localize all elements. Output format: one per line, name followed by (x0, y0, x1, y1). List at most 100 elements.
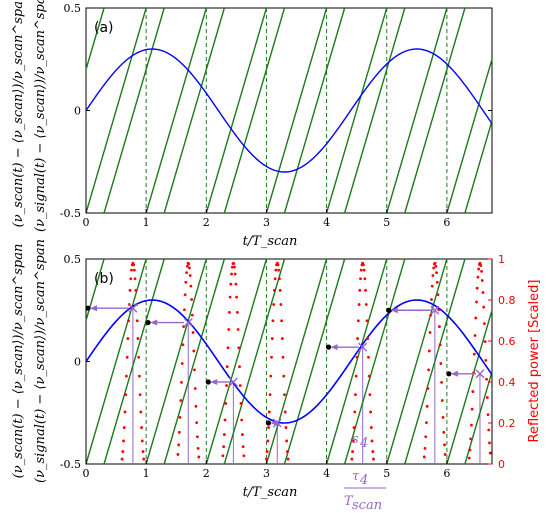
reflected-power-point (194, 404, 198, 408)
reflected-power-point (365, 319, 369, 323)
start-dot (205, 379, 211, 385)
reflected-power-point (276, 263, 280, 267)
reflected-power-point (467, 456, 471, 460)
reflected-power-point (472, 352, 476, 356)
reflected-power-point (142, 457, 146, 461)
reflected-power-point (368, 393, 372, 396)
reflected-power-point (235, 295, 239, 299)
reflected-power-point (195, 435, 199, 439)
reflected-power-point (236, 328, 240, 331)
start-dot (325, 344, 332, 350)
reflected-power-point (237, 346, 241, 350)
reflected-power-point (425, 404, 429, 408)
reflected-power-point (278, 277, 281, 281)
reflected-power-point (483, 322, 486, 326)
reflected-power-point (484, 358, 488, 362)
reflected-power-point (132, 263, 136, 267)
start-dot (265, 420, 272, 426)
panel-a-ylabel: (ν_scan(t) − ⟨ν_scan⟩)/ν_scan^span (ν_si… (11, 0, 48, 232)
reflected-power-point (486, 413, 490, 417)
reflected-power-point (227, 328, 231, 331)
x-tick-label: 5 (383, 467, 390, 480)
reflected-power-point (274, 268, 278, 272)
arrow-head (270, 420, 278, 426)
reflected-power-point (270, 337, 274, 340)
arrow-head (210, 379, 218, 385)
reflected-power-point (422, 455, 426, 459)
reflected-power-point (439, 362, 443, 365)
reflected-power-point (188, 266, 191, 270)
reflected-power-point (356, 337, 360, 340)
reflected-power-point (284, 426, 288, 429)
scan-ramp (163, 7, 226, 214)
scan-ramp (265, 258, 328, 465)
reflected-power-point (190, 298, 194, 301)
scan-ramp (446, 310, 493, 465)
scan-ramp (85, 7, 147, 214)
reflected-power-point (487, 428, 491, 432)
reflected-power-point (125, 374, 128, 378)
scan-ramp (163, 258, 226, 465)
reflected-power-point (232, 262, 236, 265)
reflected-power-point (367, 355, 370, 359)
reflected-power-point (181, 343, 185, 347)
y-tick-label: -0.5 (60, 458, 81, 471)
scan-ramp (283, 258, 346, 465)
reflected-power-point (430, 298, 433, 301)
start-dot (446, 371, 452, 377)
reflected-power-point (230, 265, 234, 269)
panel-a: 0 1 2 3 4 5 6-0.500.5 (a) (ν_scan(t) − ⟨ν_scan… (11, 0, 493, 249)
scan-ramp (404, 258, 466, 465)
intersection-marker (358, 342, 368, 352)
scan-ramp (265, 7, 328, 214)
reflected-power-point (475, 300, 478, 304)
reflected-power-point (427, 368, 431, 372)
scan-ramp (343, 7, 406, 214)
reflected-power-point (190, 313, 194, 317)
scan-ramp (343, 258, 406, 465)
reflected-power-point (470, 423, 473, 427)
reflected-power-point (183, 293, 187, 297)
reflected-power-point (225, 384, 228, 387)
scan-ramp (464, 120, 493, 214)
reflected-power-point (120, 457, 124, 461)
reflected-power-point (431, 274, 435, 277)
scan-ramp (223, 7, 286, 214)
panel-b-arrows (85, 303, 485, 428)
reflected-power-point (177, 443, 181, 447)
reflected-power-point (367, 374, 371, 378)
x-tick-label: 2 (203, 216, 210, 229)
panel-a-ylabel-line2: (ν_signal(t) − ⟨ν_scan⟩)/ν_scan^span (33, 0, 48, 232)
reflected-power-point (195, 421, 199, 424)
annotation-tau4-den: T (344, 494, 354, 509)
arrow-head (330, 344, 338, 351)
reflected-power-point (370, 439, 374, 443)
annotation-s4-main: s (352, 432, 359, 447)
reflected-power-point (180, 380, 183, 384)
reflected-power-point (124, 393, 128, 396)
start-dot (145, 319, 151, 326)
x-tick-label: 4 (323, 216, 330, 229)
reflected-power-point (437, 308, 441, 312)
scan-ramp (446, 59, 493, 214)
reflected-power-point (471, 390, 475, 393)
reflected-power-point (224, 402, 228, 405)
scan-ramp (386, 7, 448, 214)
reflected-power-point (443, 443, 446, 447)
y-tick-label: -0.5 (60, 207, 81, 220)
reflected-power-point (127, 319, 130, 323)
reflected-power-point (242, 454, 246, 458)
reflected-power-point (197, 455, 201, 459)
reflected-power-point (354, 374, 358, 378)
reflected-power-point (356, 319, 360, 323)
scan-ramp (103, 7, 165, 214)
reflected-power-point (285, 450, 289, 453)
reflected-power-point (482, 305, 486, 309)
reflected-power-point (223, 418, 227, 422)
y-tick-label: 0 (74, 356, 81, 369)
panel-b-ylabel: (ν_scan(t) − ⟨ν_scan⟩)/ν_scan^span (ν_si… (11, 239, 48, 483)
reflected-power-point (442, 430, 446, 434)
reflected-power-point (241, 445, 245, 449)
reflected-power-point (122, 439, 125, 443)
